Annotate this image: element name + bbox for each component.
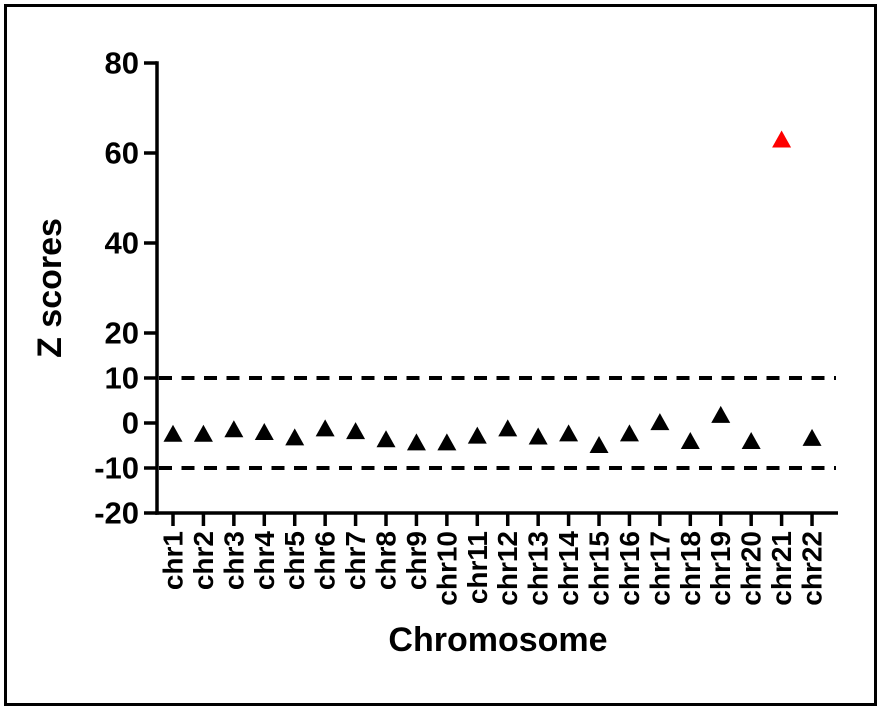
data-point-chr10 <box>437 433 457 451</box>
y-tick-label: 0 <box>122 406 139 441</box>
data-point-chr6 <box>315 419 335 437</box>
x-tick-label-chr7: chr7 <box>340 531 371 590</box>
data-point-chr19 <box>711 405 731 423</box>
x-tick-label-chr22: chr22 <box>797 531 828 606</box>
x-tick-label-chr3: chr3 <box>218 531 249 590</box>
x-tick-label-chr13: chr13 <box>523 531 554 606</box>
data-point-chr18 <box>680 432 700 449</box>
x-tick-label-chr12: chr12 <box>492 531 523 606</box>
x-tick-label-chr18: chr18 <box>675 531 706 606</box>
data-point-chr14 <box>559 424 579 442</box>
data-point-chr4 <box>254 423 274 440</box>
x-tick-label-chr19: chr19 <box>705 531 736 606</box>
data-point-chr13 <box>528 427 548 445</box>
x-tick-label-chr11: chr11 <box>462 531 493 604</box>
data-point-chr16 <box>619 424 639 442</box>
x-tick-label-chr20: chr20 <box>736 531 767 606</box>
data-point-chr5 <box>285 428 305 446</box>
y-tick-label: 20 <box>105 316 139 351</box>
data-point-chr8 <box>376 430 396 448</box>
x-tick-label-chr15: chr15 <box>584 531 615 606</box>
x-tick-label-chr6: chr6 <box>310 531 341 590</box>
data-point-chr12 <box>498 419 518 437</box>
x-tick-label-chr10: chr10 <box>431 531 462 606</box>
data-point-chr11 <box>467 426 487 444</box>
figure-frame <box>4 4 877 706</box>
y-tick-label: 40 <box>105 226 139 261</box>
x-tick-label-chr17: chr17 <box>644 531 675 606</box>
data-point-chr9 <box>406 433 426 451</box>
data-point-chr20 <box>741 432 761 449</box>
x-tick-label-chr4: chr4 <box>249 531 280 591</box>
data-point-chr7 <box>346 422 366 440</box>
data-point-chr17 <box>650 413 670 431</box>
y-tick-label: 80 <box>105 46 139 81</box>
x-tick-label-chr1: chr1 <box>158 531 189 590</box>
x-tick-label-chr5: chr5 <box>279 531 310 590</box>
x-axis-title: Chromosome <box>388 621 607 659</box>
y-axis-title: Z scores <box>31 218 69 358</box>
x-tick-label-chr9: chr9 <box>401 531 432 590</box>
x-tick-label-chr14: chr14 <box>553 531 584 606</box>
x-tick-label-chr2: chr2 <box>188 531 219 590</box>
y-tick-label: 10 <box>105 361 139 396</box>
data-point-chr1 <box>163 424 183 442</box>
y-tick-label: -10 <box>94 451 139 486</box>
x-tick-label-chr21: chr21 <box>766 531 797 606</box>
data-point-chr22 <box>802 428 822 446</box>
x-tick-label-chr8: chr8 <box>371 531 402 590</box>
data-point-chr15 <box>589 436 609 454</box>
data-point-chr2 <box>193 424 213 442</box>
y-tick-label: -20 <box>94 496 139 531</box>
x-tick-label-chr16: chr16 <box>614 531 645 606</box>
data-point-chr3 <box>224 420 244 438</box>
y-tick-label: 60 <box>105 136 139 171</box>
data-point-chr21 <box>772 130 792 148</box>
